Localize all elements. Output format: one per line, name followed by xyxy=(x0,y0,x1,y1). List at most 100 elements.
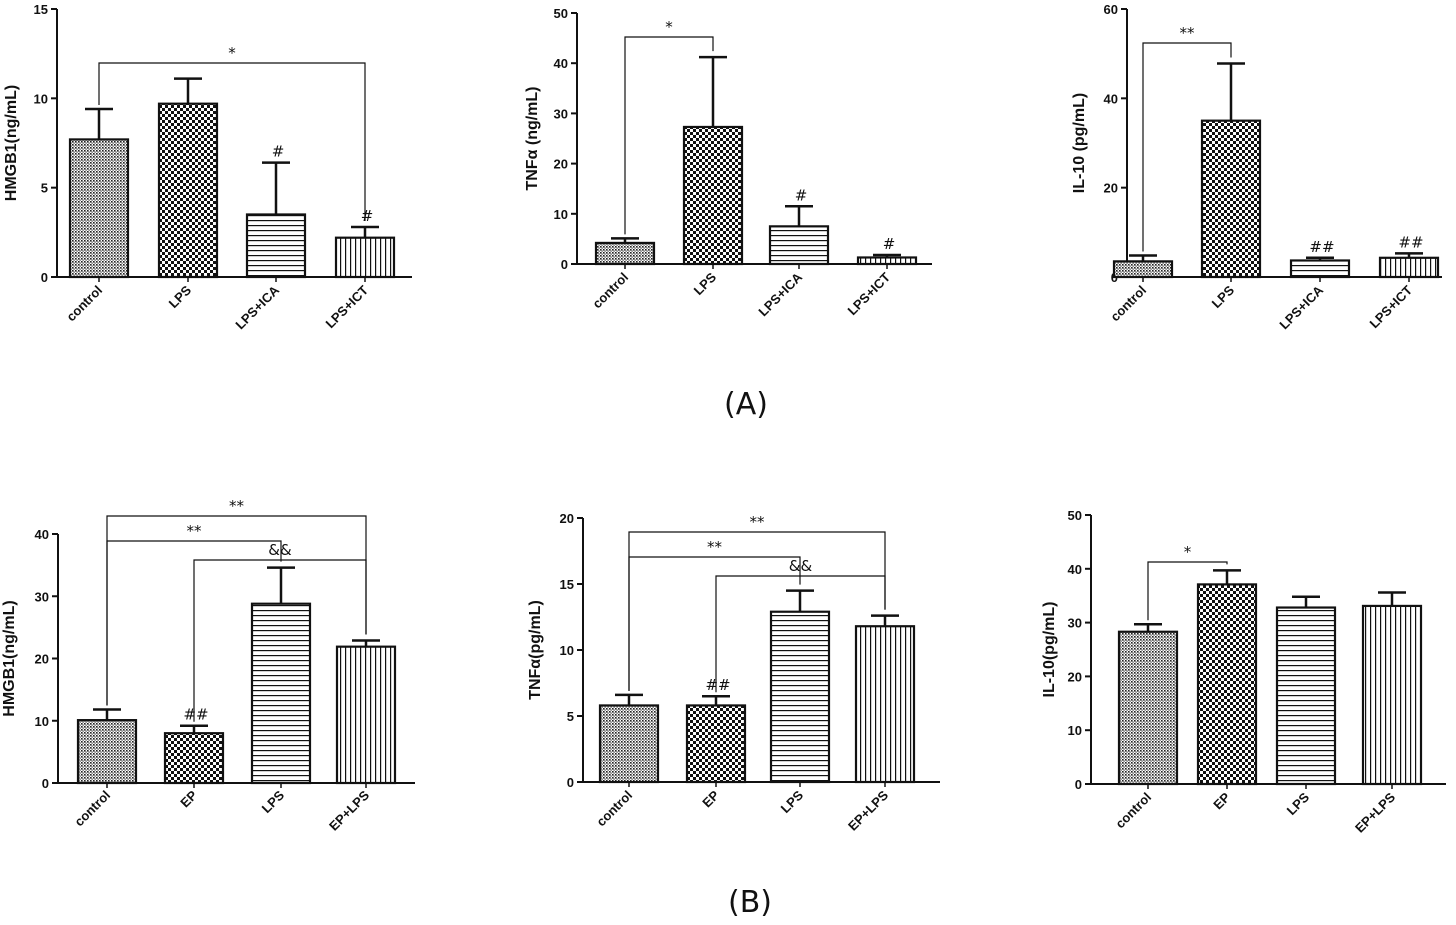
bar-control xyxy=(1117,630,1179,786)
chart-1: 0 5 10 15 HMGB1(ng/mL) control LPS LPS+ICA # LPS+… xyxy=(3,2,412,332)
bar-significance-label: ## xyxy=(705,676,730,694)
comparison-bracket xyxy=(1142,42,1232,252)
comparison-bracket xyxy=(1147,561,1228,621)
bar-control xyxy=(1112,260,1174,279)
comparison-bracket xyxy=(106,515,367,706)
x-tick-label: LPS xyxy=(1209,282,1238,311)
y-tick-label: 10 xyxy=(560,643,574,658)
y-axis-label: IL-10(pg/mL) xyxy=(1041,602,1058,698)
comparison-bracket xyxy=(628,556,801,691)
y-tick-label: 40 xyxy=(35,527,49,542)
x-tick-label: EP+LPS xyxy=(1352,789,1398,835)
y-tick-label: 20 xyxy=(560,511,574,526)
y-tick-label: 30 xyxy=(554,106,568,121)
bar-LPS xyxy=(682,125,744,266)
bar-LPS+ICT xyxy=(856,256,918,266)
y-tick-label: 50 xyxy=(1068,508,1082,523)
bar-significance-label: # xyxy=(795,186,808,204)
y-tick-label: 0 xyxy=(561,257,568,272)
y-tick-label: 20 xyxy=(1104,181,1118,196)
bar-EP xyxy=(1196,583,1258,786)
x-tick-label: control xyxy=(593,788,635,830)
x-tick-label: EP xyxy=(699,787,722,810)
y-tick-label: 0 xyxy=(41,270,48,285)
comparison-label: * xyxy=(1184,543,1192,561)
x-tick-label: LPS+ICT xyxy=(1366,282,1415,331)
bar-significance-label: ## xyxy=(183,706,208,724)
bar-LPS+ICT xyxy=(334,236,396,279)
bar-significance-label: # xyxy=(883,235,896,253)
x-tick-label: EP xyxy=(177,787,200,810)
y-tick-label: 10 xyxy=(34,91,48,106)
bar-LPS+ICT xyxy=(1378,256,1440,279)
bar-LPS+ICA xyxy=(245,213,307,279)
comparison-label: ** xyxy=(1180,24,1196,42)
y-axis-label: HMGB1(ng/mL) xyxy=(1,600,18,716)
y-tick-label: 10 xyxy=(35,714,49,729)
bar-significance-label: ## xyxy=(1398,233,1423,251)
y-axis-label: TNFα(pg/mL) xyxy=(527,600,544,700)
y-tick-label: 20 xyxy=(1068,669,1082,684)
bar-LPS xyxy=(157,102,219,279)
y-tick-label: 30 xyxy=(35,589,49,604)
panel-label-b: (B) xyxy=(728,885,772,920)
bar-significance-label: ## xyxy=(1309,238,1334,256)
comparison-bracket xyxy=(628,531,886,691)
y-axis-label: TNFα (ng/mL) xyxy=(524,86,541,190)
comparison-label: * xyxy=(665,18,673,36)
x-tick-label: LPS xyxy=(1284,789,1313,818)
x-tick-label: LPS xyxy=(166,282,195,311)
x-tick-label: LPS+ICT xyxy=(844,269,893,318)
x-tick-label: control xyxy=(1107,283,1149,325)
chart-3: 0204060IL-10 (pg/mL)controlLPSLPS+ICA##L… xyxy=(1071,2,1442,332)
bar-LPS xyxy=(1275,606,1337,786)
bar-LPS+ICA xyxy=(1289,259,1351,279)
panel-label-a: (A) xyxy=(724,387,768,422)
y-tick-label: 40 xyxy=(554,56,568,71)
x-tick-label: control xyxy=(589,270,631,312)
x-tick-label: LPS+ICA xyxy=(755,269,805,319)
x-tick-label: LPS xyxy=(691,269,720,298)
y-tick-label: 5 xyxy=(41,181,48,196)
bar-EP+LPS xyxy=(335,645,397,785)
x-tick-label: control xyxy=(71,788,113,830)
x-tick-label: EP xyxy=(1210,789,1233,812)
y-tick-label: 10 xyxy=(1068,723,1082,738)
comparison-label: && xyxy=(268,541,292,559)
bar-significance-label: # xyxy=(272,143,285,161)
bar-control xyxy=(598,704,660,784)
y-tick-label: 10 xyxy=(554,207,568,222)
comparison-label: ** xyxy=(750,513,766,531)
chart-6: 0 10 20 30 40 50 IL-10(pg/mL) control EP LPS EP+LP… xyxy=(1041,508,1446,836)
bar-LPS+ICA xyxy=(768,225,830,266)
comparison-label: ** xyxy=(707,538,723,556)
bar-EP+LPS xyxy=(1361,604,1423,786)
comparison-bracket xyxy=(624,36,714,235)
comparison-bracket xyxy=(193,559,367,722)
y-tick-label: 50 xyxy=(554,6,568,21)
y-axis-label: IL-10 (pg/mL) xyxy=(1071,93,1088,193)
x-tick-label: LPS+ICA xyxy=(1276,282,1326,332)
y-tick-label: 20 xyxy=(554,157,568,172)
comparison-label: ** xyxy=(187,522,203,540)
bar-EP xyxy=(163,732,225,785)
comparison-label: * xyxy=(228,44,236,62)
comparison-label: && xyxy=(789,557,813,575)
comparison-bracket xyxy=(106,540,282,706)
bar-significance-label: # xyxy=(361,207,374,225)
y-tick-label: 5 xyxy=(567,709,574,724)
y-tick-label: 0 xyxy=(1075,777,1082,792)
bar-control xyxy=(68,138,130,279)
y-tick-label: 15 xyxy=(560,577,574,592)
x-tick-label: LPS+ICA xyxy=(232,282,282,332)
x-tick-label: LPS+ICT xyxy=(322,282,371,331)
x-tick-label: LPS xyxy=(259,787,288,816)
y-tick-label: 60 xyxy=(1104,2,1118,17)
x-tick-label: control xyxy=(63,283,105,325)
y-tick-label: 40 xyxy=(1104,91,1118,106)
y-tick-label: 40 xyxy=(1068,562,1082,577)
y-tick-label: 30 xyxy=(1068,616,1082,631)
chart-5: 0 5 10 15 20 TNFα(pg/mL) control EP ## LPS EP+LPS *… xyxy=(527,511,940,834)
bar-LPS xyxy=(1200,119,1262,279)
